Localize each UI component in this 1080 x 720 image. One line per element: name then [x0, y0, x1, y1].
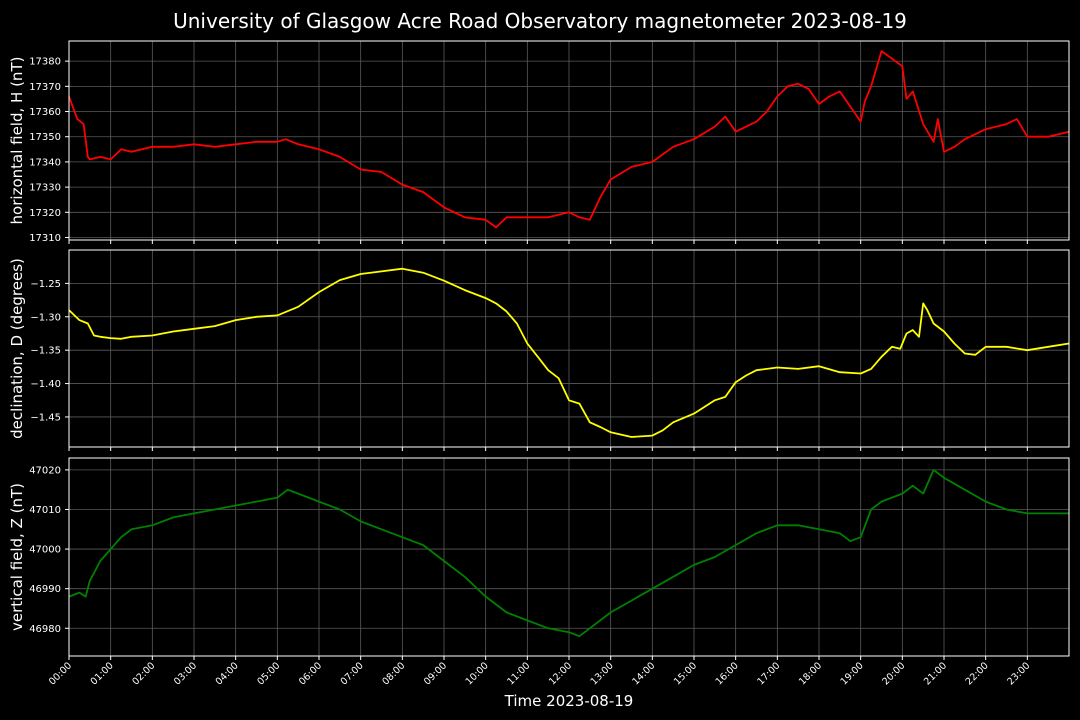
x-axis-label: Time 2023-08-19 — [504, 692, 634, 710]
panel-z-ytick-label-4: 47020 — [29, 465, 61, 476]
panel-h-frame — [68, 40, 1070, 241]
panel-h-series-line — [68, 50, 1070, 229]
panel-z-ytick-label-0: 46980 — [29, 624, 61, 635]
panel-h-ytick-label-4: 17350 — [29, 132, 61, 143]
panel-d-ytick-label-3: −1.40 — [30, 379, 61, 390]
panel-h-ytick-label-5: 17360 — [29, 107, 61, 118]
panel-h-ytick-label-3: 17340 — [29, 157, 61, 168]
panel-h-ytick-label-6: 17370 — [29, 82, 61, 93]
panel-d-ylabel: declination, D (degrees) — [8, 258, 26, 439]
panel-h-ylabel: horizontal field, H (nT) — [8, 57, 26, 225]
panel-h-ytick-label-0: 17310 — [29, 233, 61, 244]
panel-d-series-line — [68, 267, 1070, 438]
panel-h-ytick-label-7: 17380 — [29, 57, 61, 68]
panel-z-series-line — [68, 469, 1069, 638]
panel-z-ytick-label-1: 46990 — [29, 584, 61, 595]
panel-d-ytick-label-1: −1.30 — [30, 312, 61, 323]
panel-h-ytick-label-2: 17330 — [29, 183, 61, 194]
panel-z-ytick-label-2: 47000 — [29, 545, 61, 556]
panel-h-ytick-label-1: 17320 — [29, 208, 61, 219]
panel-z-ytick-label-3: 47010 — [29, 505, 61, 516]
chart-title: University of Glasgow Acre Road Observat… — [173, 9, 907, 33]
panel-d-ytick-label-2: −1.35 — [30, 346, 61, 357]
panel-z-frame — [68, 457, 1070, 657]
panel-d-ytick-label-4: −1.45 — [30, 412, 61, 423]
panel-d-ytick-label-0: −1.25 — [30, 279, 61, 290]
panel-z-ylabel: vertical field, Z (nT) — [8, 483, 26, 631]
panel-d-frame — [68, 249, 1070, 448]
